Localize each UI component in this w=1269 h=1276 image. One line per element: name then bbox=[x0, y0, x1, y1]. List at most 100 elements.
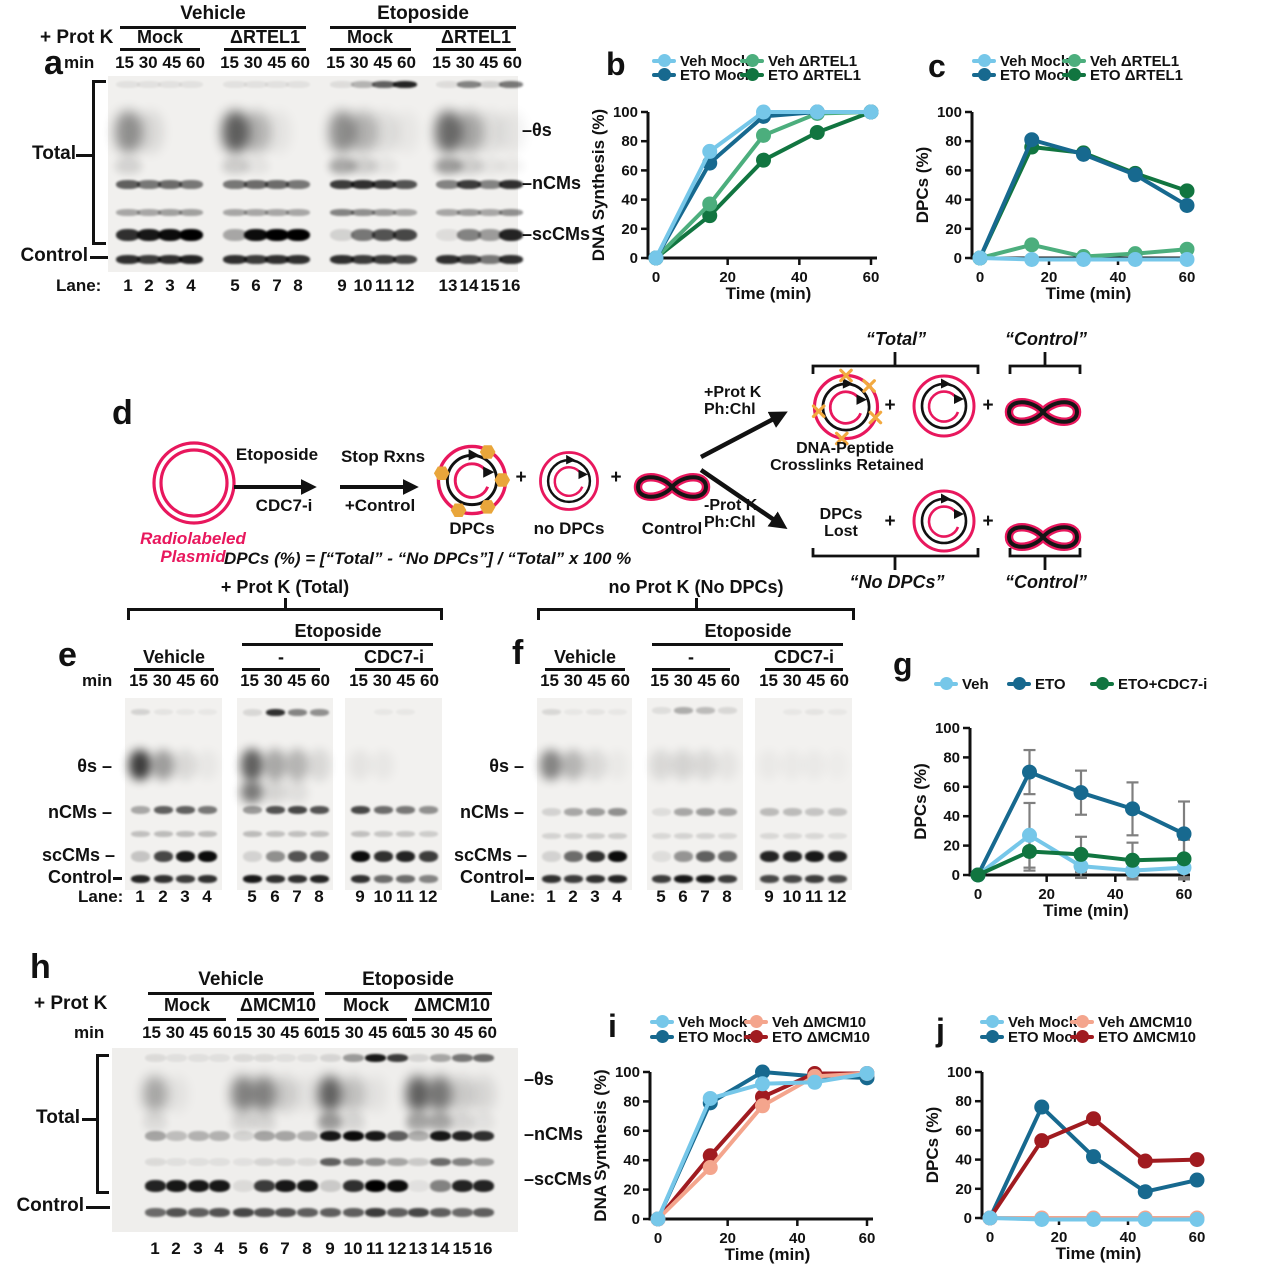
gel-band bbox=[827, 709, 847, 715]
gel-band bbox=[673, 833, 693, 839]
diagram-etoposide-label: Etoposide bbox=[235, 445, 319, 464]
gel-band bbox=[197, 709, 217, 715]
gel-band bbox=[434, 158, 462, 174]
total-control-brackets-top bbox=[811, 352, 1082, 374]
y-axis-title: DPCs (%) bbox=[923, 1107, 942, 1184]
x-tick-label: 60 bbox=[1176, 886, 1193, 903]
data-point bbox=[702, 208, 718, 224]
data-point bbox=[1024, 132, 1040, 148]
gel-band bbox=[153, 875, 173, 883]
gel-band bbox=[137, 179, 161, 189]
gel-band bbox=[179, 254, 203, 264]
chart-b: 0 20 40 60 80 100 0 20 40 60 Time (min) DNA Synthes… bbox=[589, 104, 880, 303]
gel-band bbox=[499, 229, 523, 241]
control-supercoil-icon bbox=[638, 477, 706, 497]
panel-e-min-label: min bbox=[82, 671, 113, 690]
gel-band bbox=[716, 750, 738, 780]
gel-band bbox=[242, 806, 262, 814]
gel-band bbox=[242, 111, 270, 153]
lane-number: 13 bbox=[438, 276, 458, 295]
diagram-retained-label-1: DNA-Peptide bbox=[796, 440, 894, 457]
legend-marker-icon bbox=[1090, 677, 1114, 690]
gel-band bbox=[274, 1207, 296, 1217]
data-point bbox=[1125, 801, 1140, 817]
gel-band bbox=[406, 1076, 430, 1112]
gel-band bbox=[223, 229, 247, 241]
gel-band bbox=[436, 229, 460, 241]
gel-band bbox=[208, 1054, 230, 1062]
gel-band bbox=[541, 808, 561, 816]
lane-number: 6 bbox=[678, 887, 688, 906]
gel-band bbox=[308, 749, 330, 781]
lane-number: 4 bbox=[186, 276, 196, 295]
gel-band bbox=[393, 229, 417, 241]
x-tick-label: 60 bbox=[1189, 1229, 1206, 1246]
panel-h-label: h bbox=[30, 948, 51, 986]
gel-band bbox=[607, 875, 627, 883]
data-point bbox=[1137, 1211, 1153, 1227]
gel-band bbox=[759, 850, 779, 862]
gel-f1 bbox=[537, 698, 632, 890]
panel-a-ncms-label: –nCMs bbox=[522, 173, 582, 193]
gel-band bbox=[187, 1131, 209, 1141]
gel-e3 bbox=[345, 698, 442, 890]
legend-label: ETO+CDC7-i bbox=[1118, 676, 1208, 693]
panel-f-cdc7: CDC7-i bbox=[773, 647, 835, 667]
gel-band bbox=[827, 875, 847, 883]
x-tick-label: 20 bbox=[719, 269, 736, 286]
underline bbox=[224, 48, 306, 51]
gel-band bbox=[242, 850, 262, 862]
data-point bbox=[1179, 251, 1195, 267]
gel-band bbox=[450, 1113, 474, 1131]
lane-number: 5 bbox=[656, 887, 666, 906]
panel-e-cdc7: CDC7-i bbox=[363, 647, 425, 667]
gel-band bbox=[179, 179, 203, 189]
data-point bbox=[1022, 843, 1037, 859]
panel-a-total-label: Total bbox=[32, 143, 76, 164]
lane-number: 10 bbox=[353, 276, 373, 295]
gel-band bbox=[242, 708, 262, 716]
legend-marker-icon bbox=[972, 68, 996, 81]
data-point bbox=[756, 127, 771, 143]
legend-marker-icon bbox=[1062, 54, 1086, 67]
y-tick-label: 0 bbox=[952, 867, 960, 884]
lane-number: 3 bbox=[165, 276, 175, 295]
y-tick-label: 20 bbox=[955, 1181, 972, 1198]
panel-a-times-1: 15 30 45 60 bbox=[115, 53, 205, 72]
gel-band bbox=[175, 806, 195, 814]
panel-h-sub-mock1: Mock bbox=[163, 995, 211, 1015]
lane-number: 15 bbox=[480, 276, 500, 295]
gel-band bbox=[330, 254, 354, 264]
gel-band bbox=[165, 1207, 187, 1217]
x-tick-label: 60 bbox=[1179, 269, 1196, 286]
data-point bbox=[809, 104, 825, 120]
underline bbox=[325, 1018, 407, 1021]
panel-e-dash: - bbox=[278, 647, 284, 667]
gel-band bbox=[232, 1207, 254, 1217]
gel-band bbox=[244, 179, 268, 189]
gel-band bbox=[782, 709, 802, 715]
gel-band bbox=[296, 1180, 318, 1192]
gel-band bbox=[242, 831, 262, 837]
gel-band bbox=[319, 1158, 341, 1166]
lane-number: 16 bbox=[473, 1239, 493, 1258]
gel-band bbox=[197, 831, 217, 837]
x-tick-label: 40 bbox=[791, 269, 808, 286]
gel-band bbox=[651, 808, 671, 816]
gel-band bbox=[137, 80, 161, 88]
gel-band bbox=[827, 808, 847, 816]
lane-number: 8 bbox=[302, 1239, 312, 1258]
panel-h-sub-mcm10-1: ΔMCM10 bbox=[240, 995, 316, 1015]
gel-band bbox=[472, 1131, 494, 1141]
lane-number: 10 bbox=[373, 887, 393, 906]
gel-band bbox=[318, 1113, 342, 1131]
gel-band bbox=[158, 179, 182, 189]
x-tick-label: 60 bbox=[863, 269, 880, 286]
branch-arrow-down bbox=[699, 468, 788, 530]
gel-band bbox=[223, 254, 247, 264]
bracket-end bbox=[440, 608, 443, 620]
lane-number: 5 bbox=[238, 1239, 248, 1258]
x-tick-label: 0 bbox=[986, 1229, 994, 1246]
gel-band bbox=[673, 706, 693, 714]
gel-band bbox=[158, 208, 182, 216]
